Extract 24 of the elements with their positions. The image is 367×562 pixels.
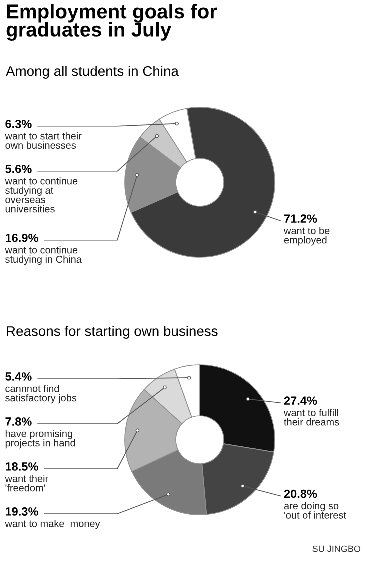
data-label: 7.8% [6,418,32,426]
slice-label: want to start their own businesses [5,132,82,150]
data-label: 71.2% [284,214,318,224]
chart-title: Reasons for starting own business [7,326,218,339]
data-label: 16.9% [6,234,38,242]
text: SU JINGBO [312,546,361,552]
slice-label: are doing so 'out of interest [284,502,346,519]
slice-label: want to fulfill their dreams [284,409,340,426]
slice-label: cannnot find satisfactory jobs [6,385,77,404]
chart-subtitle: Among all students in China [6,66,179,79]
slice-label: want to continue studying at overseas universities [5,177,78,213]
data-label: 20.8% [284,490,318,498]
slice-label: want to continue studying in China [5,246,82,266]
data-label: 19.3% [6,508,38,516]
slice-label: want to make money [5,520,100,530]
slice-label: want their 'freedom' [5,475,48,492]
slice-label: have promising projects in hand [6,430,76,449]
slice-label: want to be employed [284,227,330,246]
data-label: 6.3% [6,120,32,128]
data-label: 5.4% [6,372,32,381]
data-label: 5.6% [6,164,32,174]
data-label: 27.4% [284,396,318,406]
data-label: 18.5% [6,462,38,471]
chart-title: Employment goals for graduates in July [6,4,218,41]
